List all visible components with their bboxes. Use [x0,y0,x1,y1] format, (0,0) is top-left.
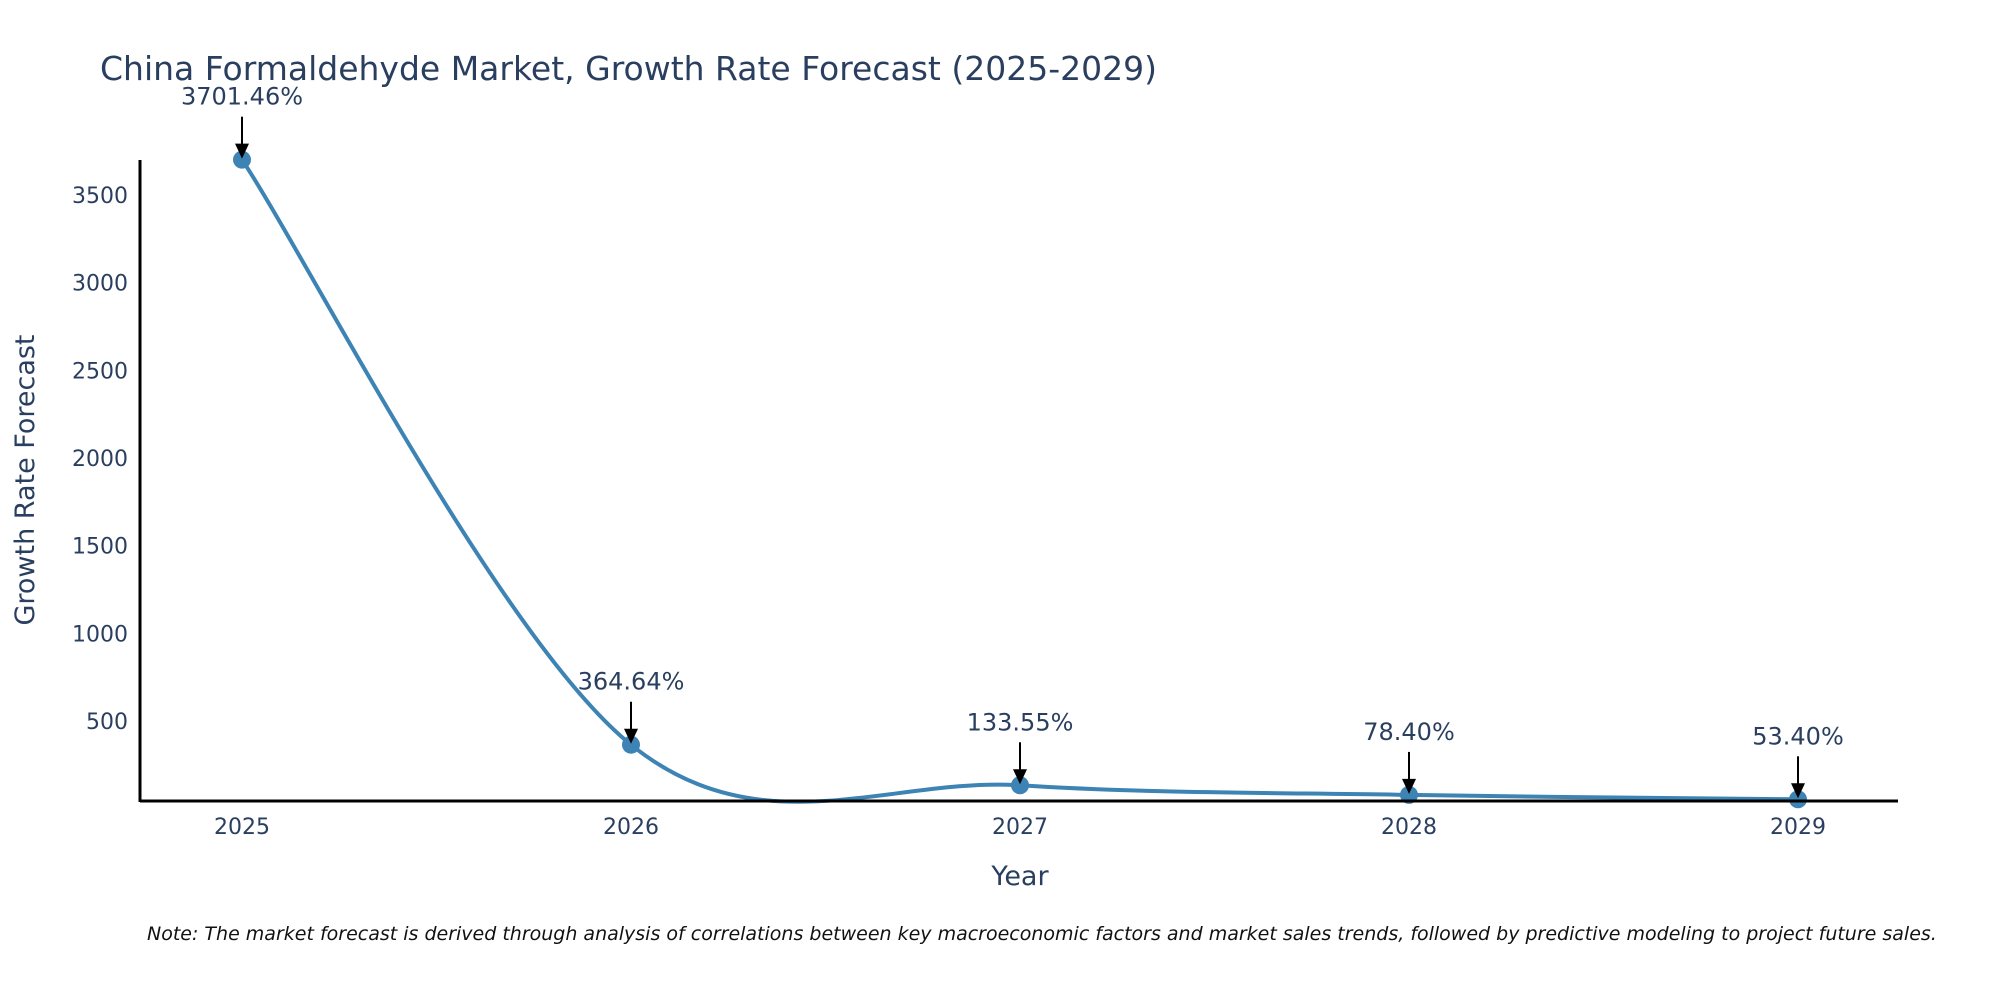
x-axis-ticks: 2025 2026 2027 2028 2029 [214,815,1826,840]
series-markers [233,150,1807,809]
y-tick-label: 3500 [72,184,128,209]
series-line [240,158,1799,804]
y-tick-label: 3000 [72,272,128,297]
annotation-label: 78.40% [1363,718,1455,746]
annotation-label: 133.55% [967,708,1074,736]
data-point[interactable] [1400,785,1418,804]
annotation-label: 364.64% [578,668,685,696]
x-tick-label: 2025 [214,815,270,840]
y-axis-ticks: 500 1000 1500 2000 2500 3000 3500 [72,184,128,735]
y-tick-label: 2000 [72,447,128,472]
y-axis-title: Growth Rate Forecast [10,334,41,625]
y-tick-label: 1500 [72,535,128,560]
y-tick-label: 500 [86,710,128,735]
arrowhead-icon [235,143,249,159]
data-point[interactable] [1011,776,1029,795]
annotation-label: 53.40% [1752,722,1844,750]
y-tick-label: 2500 [72,359,128,384]
footnote: Note: The market forecast is derived thr… [147,923,1937,945]
data-point[interactable] [233,150,251,169]
arrowhead-icon [624,728,638,744]
y-tick-label: 1000 [72,622,128,647]
arrowhead-icon [1791,783,1805,799]
x-tick-label: 2026 [603,815,659,840]
annotations: 3701.46% 364.64% 133.55% 78.40% 53.40% [181,83,1844,799]
chart-title: China Formaldehyde Market, Growth Rate F… [100,49,1157,88]
arrowhead-icon [1402,778,1416,794]
data-point[interactable] [1789,790,1807,809]
x-tick-label: 2028 [1381,815,1437,840]
x-axis-title: Year [990,861,1049,892]
data-point[interactable] [622,735,640,754]
arrowhead-icon [1013,769,1027,785]
annotation-label: 3701.46% [181,83,303,111]
x-tick-label: 2027 [992,815,1048,840]
x-tick-label: 2029 [1770,815,1826,840]
